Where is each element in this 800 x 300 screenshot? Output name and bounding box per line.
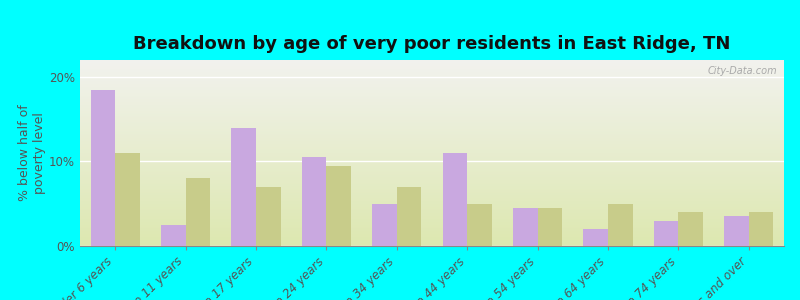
Bar — [397, 187, 422, 246]
Bar — [467, 204, 492, 246]
Bar — [513, 208, 538, 246]
Bar — [608, 204, 633, 246]
Bar — [749, 212, 774, 246]
Bar — [326, 166, 351, 246]
Bar — [442, 153, 467, 246]
Bar — [583, 229, 608, 246]
Bar — [256, 187, 281, 246]
Bar — [186, 178, 210, 246]
Bar — [115, 153, 140, 246]
Title: Breakdown by age of very poor residents in East Ridge, TN: Breakdown by age of very poor residents … — [134, 35, 730, 53]
Bar — [724, 216, 749, 246]
Y-axis label: % below half of
poverty level: % below half of poverty level — [18, 105, 46, 201]
Bar — [678, 212, 703, 246]
Bar — [161, 225, 186, 246]
Bar — [538, 208, 562, 246]
Bar — [372, 204, 397, 246]
Bar — [654, 220, 678, 246]
Text: City-Data.com: City-Data.com — [707, 66, 777, 76]
Bar — [90, 90, 115, 246]
Bar — [302, 157, 326, 246]
Bar — [231, 128, 256, 246]
